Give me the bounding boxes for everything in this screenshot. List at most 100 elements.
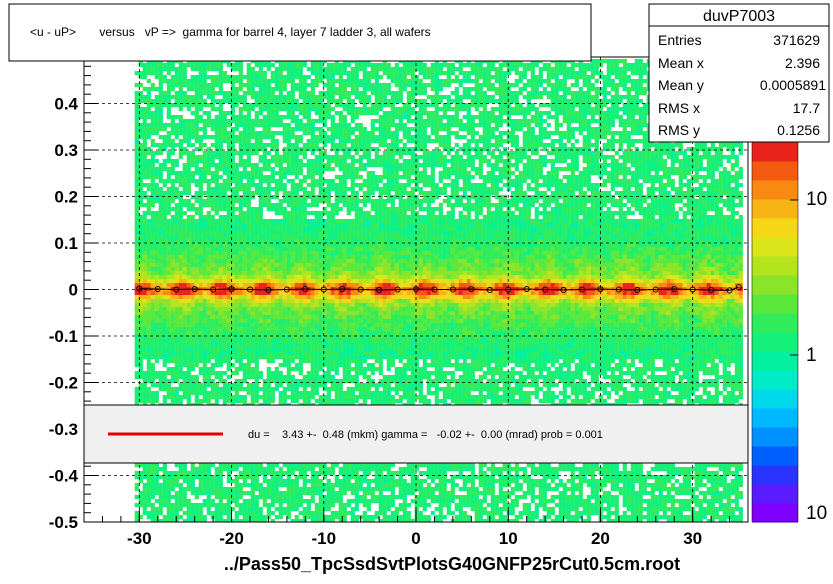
heatmap-cell <box>158 67 163 72</box>
heatmap-cell <box>262 103 267 108</box>
heatmap-cell <box>298 463 303 468</box>
heatmap-cell <box>270 387 275 392</box>
heatmap-cell <box>238 95 243 100</box>
heatmap-cell <box>190 247 195 252</box>
heatmap-cell <box>310 291 315 296</box>
heatmap-cell <box>178 67 183 72</box>
heatmap-cell <box>154 483 159 488</box>
heatmap-cell <box>186 399 191 404</box>
heatmap-cell <box>174 211 179 216</box>
heatmap-cell <box>230 239 235 244</box>
heatmap-cell <box>222 327 227 332</box>
heatmap-cell <box>322 235 327 240</box>
heatmap-cell <box>286 223 291 228</box>
heatmap-cell <box>202 347 207 352</box>
heatmap-cell <box>274 235 279 240</box>
heatmap-cell <box>258 211 263 216</box>
heatmap-cell <box>242 395 247 400</box>
heatmap-cell <box>194 231 199 236</box>
heatmap-cell <box>278 211 283 216</box>
heatmap-cell <box>302 343 307 348</box>
heatmap-cell <box>138 307 143 312</box>
heatmap-cell <box>314 343 319 348</box>
heatmap-cell <box>318 499 323 504</box>
heatmap-cell <box>266 111 271 116</box>
heatmap-cell <box>246 311 251 316</box>
heatmap-cell <box>206 87 211 92</box>
heatmap-cell <box>246 291 251 296</box>
heatmap-cell <box>238 195 243 200</box>
heatmap-cell <box>278 335 283 340</box>
heatmap-cell <box>278 499 283 504</box>
heatmap-cell <box>138 495 143 500</box>
heatmap-cell <box>214 119 219 124</box>
heatmap-cell <box>230 463 235 468</box>
heatmap-cell <box>258 255 263 260</box>
heatmap-cell <box>250 259 255 264</box>
heatmap-cell <box>218 319 223 324</box>
heatmap-cell <box>310 123 315 128</box>
heatmap-cell <box>214 359 219 364</box>
heatmap-cell <box>242 227 247 232</box>
heatmap-cell <box>274 155 279 160</box>
heatmap-cell <box>154 315 159 320</box>
heatmap-cell <box>286 203 291 208</box>
heatmap-cell <box>138 255 143 260</box>
heatmap-cell <box>210 315 215 320</box>
heatmap-cell <box>250 375 255 380</box>
heatmap-cell <box>286 383 291 388</box>
heatmap-cell <box>158 295 163 300</box>
heatmap-cell <box>222 179 227 184</box>
heatmap-cell <box>190 95 195 100</box>
heatmap-cell <box>138 491 143 496</box>
heatmap-cell <box>234 463 239 468</box>
heatmap-cell <box>166 315 171 320</box>
heatmap-cell <box>178 371 183 376</box>
heatmap-cell <box>286 295 291 300</box>
heatmap-cell <box>234 267 239 272</box>
heatmap-cell <box>330 359 335 364</box>
heatmap-cell <box>162 259 167 264</box>
heatmap-cell <box>326 127 331 132</box>
heatmap-cell <box>334 103 339 108</box>
heatmap-cell <box>238 471 243 476</box>
heatmap-cell <box>154 187 159 192</box>
heatmap-cell <box>286 331 291 336</box>
heatmap-cell <box>222 187 227 192</box>
heatmap-cell <box>178 95 183 100</box>
heatmap-cell <box>306 503 311 508</box>
heatmap-cell <box>258 179 263 184</box>
heatmap-cell <box>134 139 139 144</box>
heatmap-cell <box>286 511 291 516</box>
heatmap-cell <box>330 251 335 256</box>
heatmap-cell <box>206 223 211 228</box>
heatmap-cell <box>238 223 243 228</box>
heatmap-cell <box>230 199 235 204</box>
heatmap-cell <box>230 383 235 388</box>
heatmap-cell <box>258 67 263 72</box>
heatmap-cell <box>250 303 255 308</box>
heatmap-cell <box>170 191 175 196</box>
heatmap-cell <box>190 259 195 264</box>
heatmap-cell <box>174 247 179 252</box>
heatmap-cell <box>282 183 287 188</box>
heatmap-cell <box>246 467 251 472</box>
heatmap-cell <box>282 103 287 108</box>
heatmap-cell <box>222 135 227 140</box>
heatmap-cell <box>154 195 159 200</box>
heatmap-cell <box>282 223 287 228</box>
heatmap-cell <box>302 463 307 468</box>
heatmap-cell <box>202 111 207 116</box>
heatmap-cell <box>138 259 143 264</box>
heatmap-cell <box>174 331 179 336</box>
heatmap-cell <box>218 315 223 320</box>
heatmap-cell <box>222 359 227 364</box>
heatmap-cell <box>310 199 315 204</box>
heatmap-cell <box>138 135 143 140</box>
heatmap-cell <box>250 219 255 224</box>
heatmap-cell <box>182 83 187 88</box>
heatmap-cell <box>266 183 271 188</box>
heatmap-cell <box>270 219 275 224</box>
heatmap-cell <box>326 319 331 324</box>
heatmap-cell <box>154 111 159 116</box>
